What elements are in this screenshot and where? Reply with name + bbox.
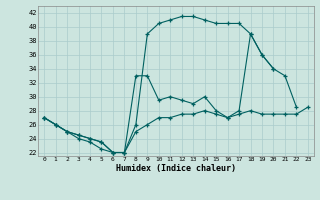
X-axis label: Humidex (Indice chaleur): Humidex (Indice chaleur)	[116, 164, 236, 173]
